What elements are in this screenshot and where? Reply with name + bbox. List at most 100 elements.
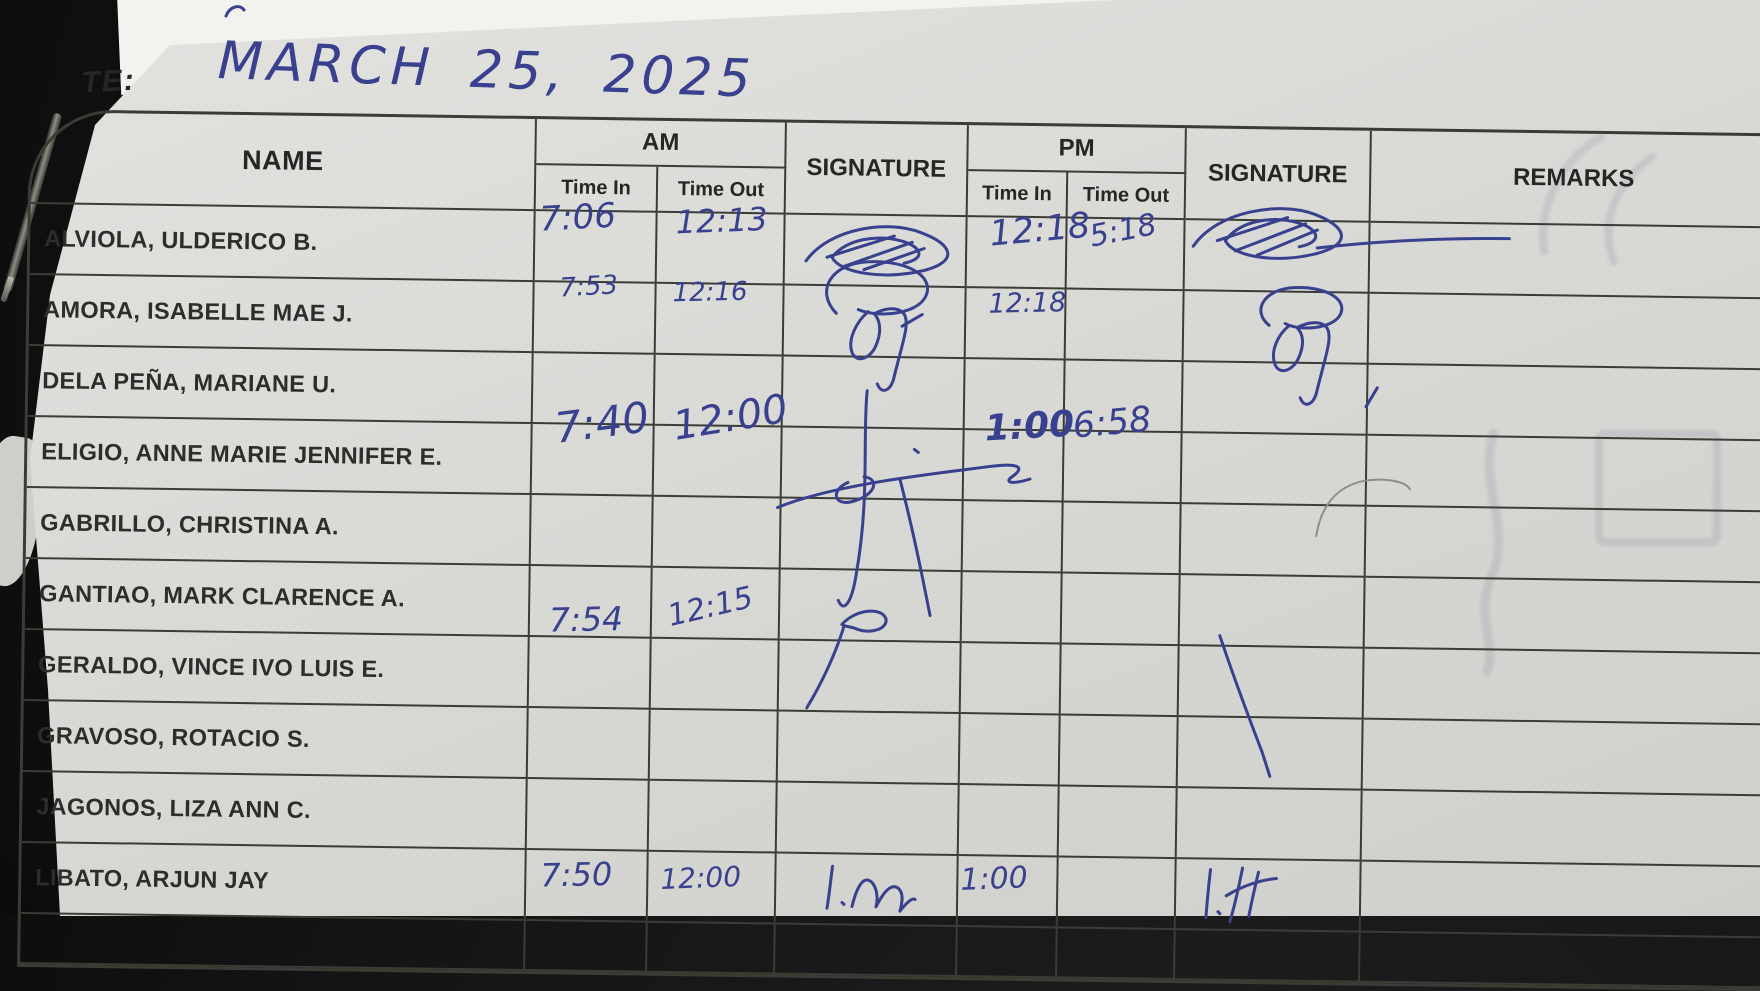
column-header-am-time-in: Time In xyxy=(535,165,659,213)
page-bleed-through xyxy=(1525,115,1675,290)
page-bleed-through xyxy=(1455,420,1535,685)
pm-signature-cell xyxy=(1178,646,1365,720)
name-cell: GERALDO, VINCE IVO LUIS E. xyxy=(23,629,530,709)
pm-signature-cell xyxy=(1181,433,1368,507)
am-time-out-cell xyxy=(655,283,785,357)
pm-signature-cell xyxy=(1179,575,1366,649)
am-time-in-cell xyxy=(530,495,654,568)
pm-time-in-cell xyxy=(960,643,1062,716)
pm-signature-cell xyxy=(1183,291,1370,365)
column-header-signature-pm: SIGNATURE xyxy=(1185,128,1372,223)
am-time-out-cell xyxy=(650,638,780,712)
name-cell: GABRILLO, CHRISTINA A. xyxy=(25,487,532,567)
pm-time-in-cell xyxy=(966,217,1068,290)
remarks-cell xyxy=(1368,293,1760,371)
am-time-out-cell xyxy=(647,922,776,975)
remarks-cell xyxy=(1369,222,1760,300)
page-bleed-through xyxy=(1595,430,1721,546)
am-time-in-cell xyxy=(525,921,648,973)
column-header-am: AM xyxy=(536,119,787,169)
pm-time-out-cell xyxy=(1061,573,1181,647)
pm-time-out-cell xyxy=(1062,502,1182,576)
pm-time-out-cell xyxy=(1064,360,1184,434)
name-cell: GANTIAO, MARK CLARENCE A. xyxy=(24,558,531,638)
pm-time-in-cell xyxy=(959,714,1061,787)
am-time-out-cell xyxy=(653,425,783,499)
pm-time-out-cell xyxy=(1058,786,1178,860)
column-header-remarks: REMARKS xyxy=(1370,130,1760,229)
column-header-name: NAME xyxy=(30,112,537,212)
name-cell: GRAVOSO, ROTACIO S. xyxy=(22,700,529,780)
am-signature-cell xyxy=(782,356,966,431)
am-signature-cell xyxy=(778,640,962,715)
am-signature-cell xyxy=(783,285,967,360)
am-time-in-cell xyxy=(532,353,656,426)
name-cell: AMORA, ISABELLE MAE J. xyxy=(28,275,535,354)
pm-time-in-cell xyxy=(963,430,1065,503)
am-time-in-cell xyxy=(525,850,649,923)
pm-signature-cell xyxy=(1184,220,1371,294)
pm-time-out-cell xyxy=(1060,644,1180,718)
pm-signature-cell xyxy=(1177,717,1364,791)
pm-time-in-cell xyxy=(957,856,1059,929)
pm-signature-cell xyxy=(1180,504,1367,578)
pm-time-out-cell xyxy=(1066,218,1186,292)
pm-time-in-cell xyxy=(962,501,1064,574)
am-signature-cell xyxy=(780,498,964,573)
name-cell xyxy=(20,913,526,972)
remarks-cell xyxy=(1364,577,1760,655)
am-time-out-cell xyxy=(654,354,784,428)
name-cell: ELIGIO, ANNE MARIE JENNIFER E. xyxy=(26,417,533,496)
pm-signature-cell xyxy=(1176,788,1363,862)
name-cell: ALVIOLA, ULDERICO B. xyxy=(29,204,536,283)
am-time-out-cell xyxy=(647,851,777,925)
am-time-in-cell xyxy=(527,708,651,781)
am-signature-cell xyxy=(776,782,960,857)
pm-signature-cell xyxy=(1174,930,1361,983)
am-signature-cell xyxy=(781,427,965,502)
remarks-cell xyxy=(1367,364,1760,442)
am-signature-cell xyxy=(777,711,961,786)
attendance-table: NAME AM SIGNATURE PM SIGNATURE REMARKS T… xyxy=(17,108,1760,991)
am-signature-cell xyxy=(784,214,968,289)
date-label: TE: xyxy=(80,63,137,100)
am-time-out-cell xyxy=(648,780,778,854)
pm-time-out-cell xyxy=(1063,431,1183,505)
pm-time-out-cell xyxy=(1057,857,1177,931)
pm-signature-cell xyxy=(1182,362,1369,436)
am-signature-cell xyxy=(775,853,959,928)
remarks-cell xyxy=(1360,861,1760,939)
pm-time-out-cell xyxy=(1056,928,1176,981)
am-time-out-cell xyxy=(649,709,779,783)
am-time-in-cell xyxy=(533,282,657,355)
am-time-in-cell xyxy=(528,637,652,710)
remarks-cell xyxy=(1362,719,1760,797)
am-time-in-cell xyxy=(531,424,655,497)
remarks-cell xyxy=(1363,648,1760,726)
am-time-out-cell xyxy=(651,567,781,641)
column-header-pm-time-out: Time Out xyxy=(1067,172,1187,221)
column-header-pm: PM xyxy=(968,125,1187,175)
name-cell: JAGONOS, LIZA ANN C. xyxy=(21,771,528,851)
column-header-am-time-out: Time Out xyxy=(657,166,787,215)
column-header-signature-am: SIGNATURE xyxy=(785,122,969,218)
name-cell: DELA PEÑA, MARIANE U. xyxy=(27,346,534,425)
remarks-cell xyxy=(1359,932,1760,989)
name-cell: LIBATO, ARJUN JAY xyxy=(20,842,527,922)
am-time-out-cell xyxy=(652,496,782,570)
column-header-pm-time-in: Time In xyxy=(967,171,1069,219)
am-time-in-cell xyxy=(526,779,650,852)
remarks-cell xyxy=(1366,435,1760,513)
pm-time-in-cell xyxy=(957,927,1058,979)
am-time-out-cell xyxy=(656,212,786,286)
document-content: TE: MARCH 25, 2025 NAME AM SIGNATURE PM … xyxy=(17,31,1760,991)
am-signature-cell xyxy=(775,924,958,978)
pm-time-in-cell xyxy=(958,785,1060,858)
remarks-cell xyxy=(1365,506,1760,584)
am-time-in-cell xyxy=(529,566,653,639)
pm-signature-cell xyxy=(1175,859,1362,933)
stray-pen-mark xyxy=(222,2,248,25)
pm-time-in-cell xyxy=(961,572,1063,645)
pm-time-out-cell xyxy=(1059,715,1179,789)
remarks-cell xyxy=(1361,790,1760,868)
